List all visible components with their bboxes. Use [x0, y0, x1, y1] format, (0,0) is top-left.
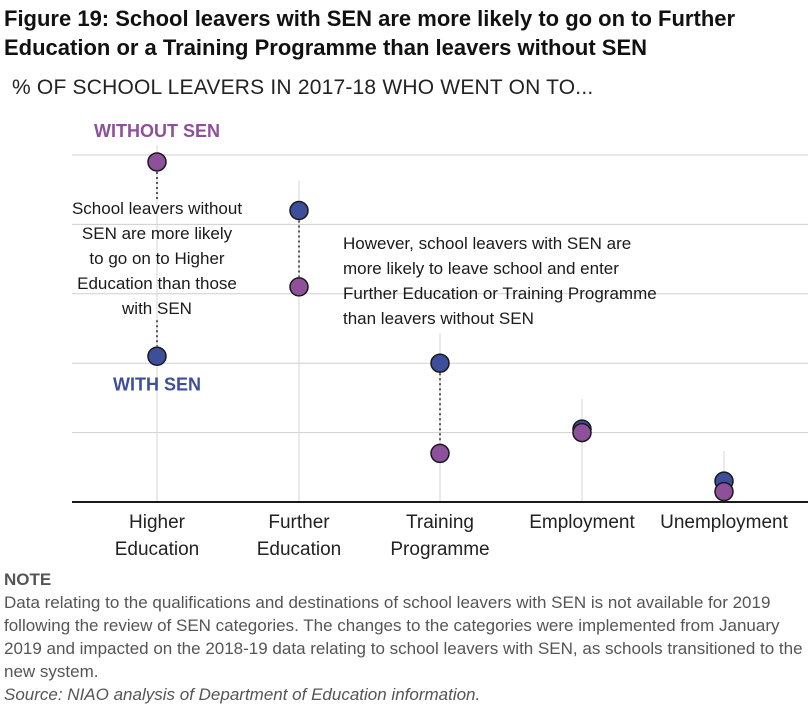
annotation-higher-education: to go on to Higher — [89, 249, 224, 268]
with-sen-point — [430, 353, 450, 373]
annotation-further-education-training: more likely to leave school and enter — [343, 259, 619, 278]
note-section: NOTE Data relating to the qualifications… — [4, 568, 808, 706]
x-tick-label: Education — [115, 539, 200, 560]
without-sen-point — [430, 443, 450, 464]
x-tick-label: Programme — [390, 539, 489, 560]
with-sen-point — [289, 200, 309, 221]
without-sen-point — [572, 422, 592, 443]
annotation-further-education-training: than leavers without SEN — [343, 309, 534, 328]
annotation-further-education-training: However, school leavers with SEN are — [343, 234, 631, 253]
with-sen-point — [147, 346, 167, 367]
series-label-with-sen: WITH SEN — [113, 374, 201, 394]
note-body: Data relating to the qualifications and … — [4, 593, 803, 681]
note-heading: NOTE — [4, 570, 52, 589]
x-tick-label: Unemployment — [660, 512, 788, 533]
annotation-higher-education: SEN are more likely — [82, 224, 233, 243]
without-sen-point — [147, 152, 167, 172]
x-tick-label: Employment — [529, 512, 635, 533]
series-label-without-sen: WITHOUT SEN — [94, 121, 220, 141]
x-tick-label: Education — [257, 539, 342, 560]
dot-plot-chart: Higher Education Further Education Training P… — [72, 121, 808, 560]
annotation-further-education-training: Further Education or Training Programme — [343, 284, 657, 303]
annotation-higher-education: Education than those — [77, 274, 237, 293]
annotation-higher-education: with SEN — [121, 299, 192, 318]
x-tick-label: Higher — [129, 512, 186, 533]
annotation-higher-education: School leavers without — [72, 199, 242, 218]
x-tick-label: Further — [268, 512, 330, 533]
without-sen-point — [289, 277, 309, 297]
without-sen-point — [714, 481, 734, 502]
chart-subtitle: % OF SCHOOL LEAVERS IN 2017-18 WHO WENT … — [12, 76, 594, 99]
chart-title: Figure 19: School leavers with SEN are m… — [4, 6, 736, 60]
x-tick-label: Training — [406, 512, 474, 533]
source-line: Source: NIAO analysis of Department of E… — [4, 685, 481, 704]
